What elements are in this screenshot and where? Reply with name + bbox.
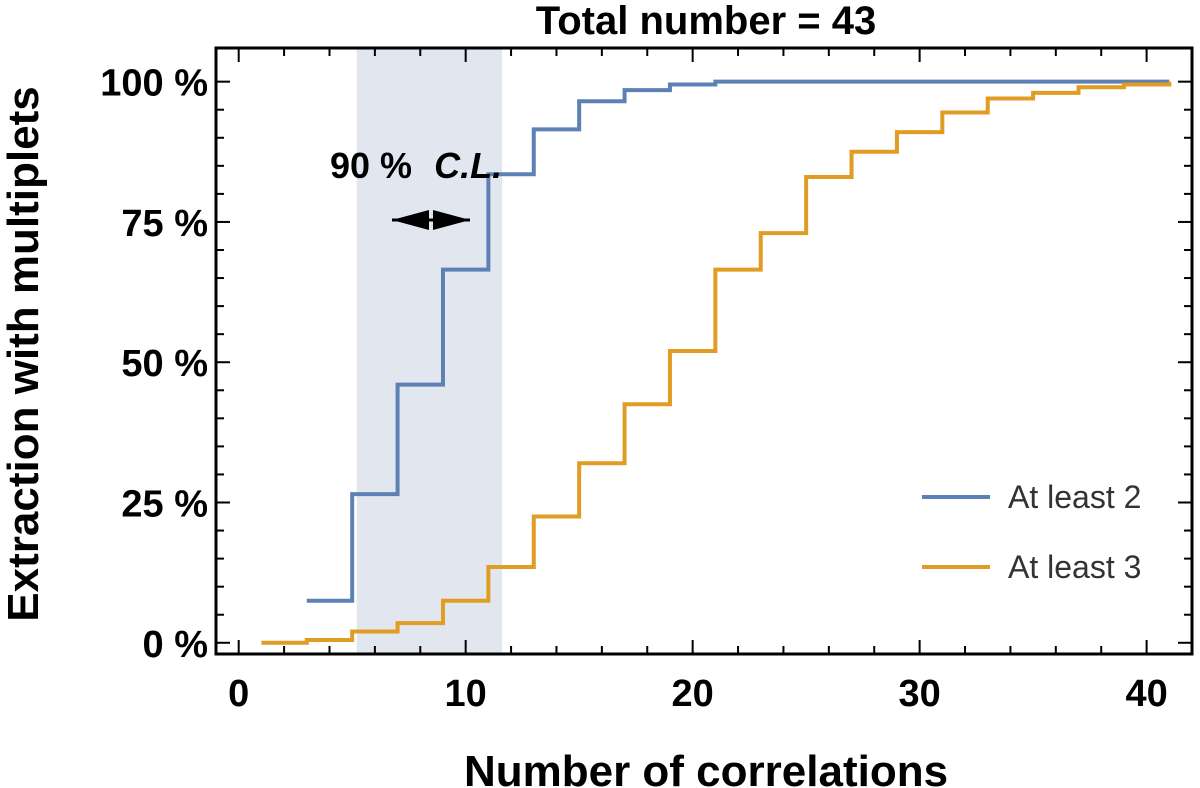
y-tick-label: 25 % [121, 484, 208, 526]
x-tick-label: 20 [672, 673, 714, 715]
arrow-head-right [433, 210, 470, 230]
y-tick-label: 0 % [143, 624, 208, 666]
y-tick-label: 100 % [100, 63, 208, 105]
series-line-1 [306, 79, 1170, 603]
x-tick-label: 30 [898, 673, 940, 715]
legend: At least 2 At least 3 [922, 479, 1141, 585]
series-layer [261, 79, 1172, 645]
x-tick-label: 0 [228, 673, 249, 715]
x-axis-title: Number of correlations [464, 747, 948, 788]
cl-annotation-percent: 90 % [330, 145, 412, 186]
x-tick-label: 40 [1125, 673, 1167, 715]
y-tick-label: 50 % [121, 343, 208, 385]
plot-frame [214, 46, 1194, 656]
x-tick-label: 10 [445, 673, 487, 715]
chart-title: Total number = 43 [536, 0, 876, 43]
legend-label-1: At least 2 [1008, 479, 1141, 515]
arrow-head-left [392, 210, 429, 230]
x-axis-ticks: 0 10 20 30 40 [228, 48, 1168, 715]
confidence-band [356, 48, 502, 654]
double-arrow-icon [392, 210, 470, 230]
y-axis-title: Extraction with multiplets [0, 86, 48, 621]
cl-annotation-label: 90 % C.L. [330, 145, 502, 186]
y-tick-label: 75 % [121, 203, 208, 245]
cl-annotation: 90 % C.L. [330, 145, 502, 230]
legend-label-2: At least 3 [1008, 549, 1141, 585]
series-line-2 [261, 81, 1172, 645]
y-axis-ticks: 0 % 25 % 50 % 75 % 100 % [100, 63, 1192, 666]
cl-annotation-cl: C.L. [434, 145, 502, 186]
